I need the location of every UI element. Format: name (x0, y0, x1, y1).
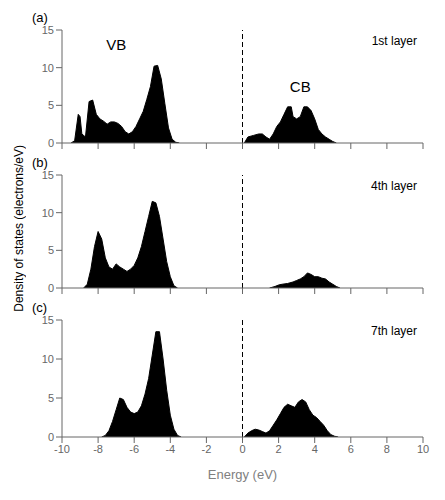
svg-text:2: 2 (276, 443, 282, 455)
svg-text:4: 4 (312, 443, 318, 455)
svg-text:10: 10 (417, 443, 429, 455)
html-text:(c): (c) (32, 300, 48, 315)
svg-text:15: 15 (42, 314, 54, 326)
svg-text:10: 10 (42, 353, 54, 365)
svg-text:5: 5 (48, 99, 54, 111)
svg-text:0: 0 (48, 431, 54, 443)
svg-text:-8: -8 (93, 443, 103, 455)
html-text:7th layer: 7th layer (371, 324, 417, 338)
svg-text:10: 10 (42, 62, 54, 74)
svg-text:-2: -2 (202, 443, 212, 455)
svg-text:15: 15 (42, 169, 54, 181)
svg-text:Energy (eV): Energy (eV) (208, 467, 277, 482)
svg-text:-10: -10 (54, 443, 70, 455)
svg-text:10: 10 (42, 207, 54, 219)
svg-text:5: 5 (48, 244, 54, 256)
svg-text:5: 5 (48, 392, 54, 404)
svg-text:0: 0 (239, 443, 245, 455)
svg-text:-4: -4 (165, 443, 175, 455)
html-text:(a): (a) (32, 10, 48, 25)
svg-text:8: 8 (384, 443, 390, 455)
svg-text:CB: CB (290, 78, 311, 95)
html-text:1st layer: 1st layer (371, 34, 417, 48)
html-text:(b): (b) (32, 155, 48, 170)
svg-text:-6: -6 (129, 443, 139, 455)
svg-text:0: 0 (48, 282, 54, 294)
svg-text:0: 0 (48, 137, 54, 149)
html-text:4th layer: 4th layer (371, 179, 417, 193)
svg-text:VB: VB (106, 36, 126, 53)
html-text:Density of states (electrons/e: Density of states (electrons/eV) (12, 144, 26, 312)
svg-text:15: 15 (42, 24, 54, 36)
svg-text:6: 6 (348, 443, 354, 455)
